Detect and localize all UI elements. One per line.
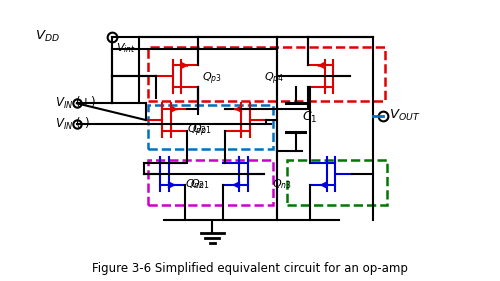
Text: $Q_{p3}$: $Q_{p3}$ bbox=[202, 70, 222, 87]
Bar bbox=[148, 160, 272, 205]
Text: Figure 3-6 Simplified equivalent circuit for an op-amp: Figure 3-6 Simplified equivalent circuit… bbox=[92, 262, 408, 275]
Text: $Q_{n3}$: $Q_{n3}$ bbox=[272, 178, 292, 191]
Text: $V_{OUT}$: $V_{OUT}$ bbox=[388, 108, 420, 123]
Text: $V_{int}$: $V_{int}$ bbox=[116, 41, 136, 55]
Bar bbox=[288, 160, 388, 205]
Text: $Q_{n1}$: $Q_{n1}$ bbox=[190, 178, 210, 191]
Bar bbox=[148, 47, 385, 101]
Text: $V_{DD}$: $V_{DD}$ bbox=[36, 29, 60, 44]
Text: $Q_{p1}$: $Q_{p1}$ bbox=[192, 122, 212, 139]
Bar bbox=[148, 105, 272, 149]
Text: $V_{IN}$ (+): $V_{IN}$ (+) bbox=[55, 95, 96, 111]
Text: $Q_{p2}$: $Q_{p2}$ bbox=[187, 122, 206, 139]
Text: $Q_{n2}$: $Q_{n2}$ bbox=[185, 178, 204, 191]
Text: $Q_{p4}$: $Q_{p4}$ bbox=[264, 70, 284, 87]
Text: $C_1$: $C_1$ bbox=[302, 110, 318, 125]
Text: $V_{IN}$ (-): $V_{IN}$ (-) bbox=[55, 116, 90, 132]
